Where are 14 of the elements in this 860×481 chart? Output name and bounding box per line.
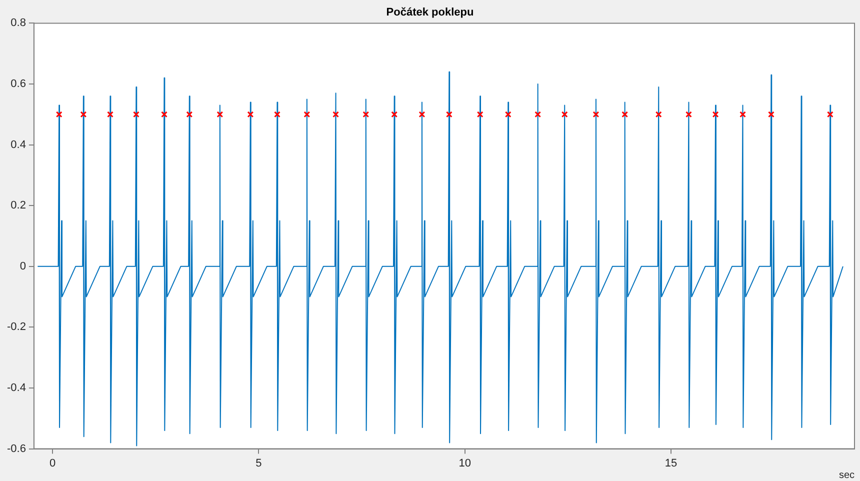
- x-tick-label: 15: [664, 457, 678, 470]
- y-tick-label: 0.2: [10, 200, 26, 212]
- x-tick-label: 10: [458, 457, 471, 470]
- y-tick-label: 0.4: [10, 138, 26, 151]
- x-axis-title: sec: [838, 470, 854, 481]
- y-tick-label: -0.2: [6, 321, 26, 334]
- chart-title: Počátek poklepu: [386, 6, 474, 19]
- y-tick-label: 0.8: [10, 17, 26, 30]
- y-tick-label: -0.6: [6, 442, 26, 455]
- x-tick-label: 0: [49, 457, 56, 470]
- y-tick-label: 0: [20, 260, 26, 272]
- y-tick-label: 0.6: [10, 78, 26, 90]
- x-tick-label: 5: [256, 457, 262, 470]
- y-tick-label: -0.4: [6, 382, 26, 394]
